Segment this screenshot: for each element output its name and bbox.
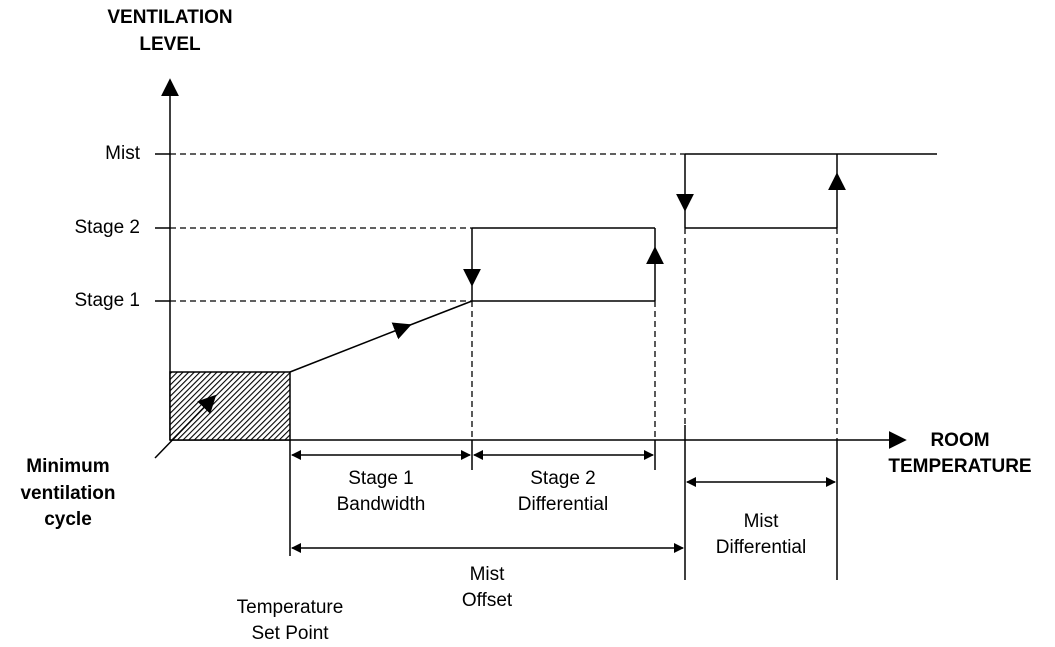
- minimum-label: Minimum: [26, 456, 109, 477]
- x-title: ROOM: [930, 430, 989, 451]
- level-label: Stage 2: [75, 217, 141, 238]
- level-label: Mist: [105, 143, 141, 164]
- x-title: TEMPERATURE: [888, 456, 1031, 477]
- span-label: Mist: [470, 564, 506, 585]
- span-label: Differential: [716, 537, 806, 558]
- level-label: Stage 1: [75, 290, 141, 311]
- minimum-label: cycle: [44, 509, 92, 530]
- span-label: Stage 1: [348, 468, 414, 489]
- minimum-label: ventilation: [20, 483, 115, 504]
- span-label: Bandwidth: [337, 494, 426, 515]
- labels: VENTILATION LEVEL ROOM TEMPERATURE Mist …: [20, 7, 1031, 644]
- span-label: Mist: [744, 511, 780, 532]
- span-label: Stage 2: [530, 468, 596, 489]
- span-label: Differential: [518, 494, 608, 515]
- span-label: Set Point: [251, 623, 329, 644]
- span-label: Temperature: [237, 597, 344, 618]
- span-label: Offset: [462, 590, 513, 611]
- graphics: [154, 78, 937, 580]
- y-title: LEVEL: [139, 34, 201, 55]
- y-title: VENTILATION: [107, 7, 232, 28]
